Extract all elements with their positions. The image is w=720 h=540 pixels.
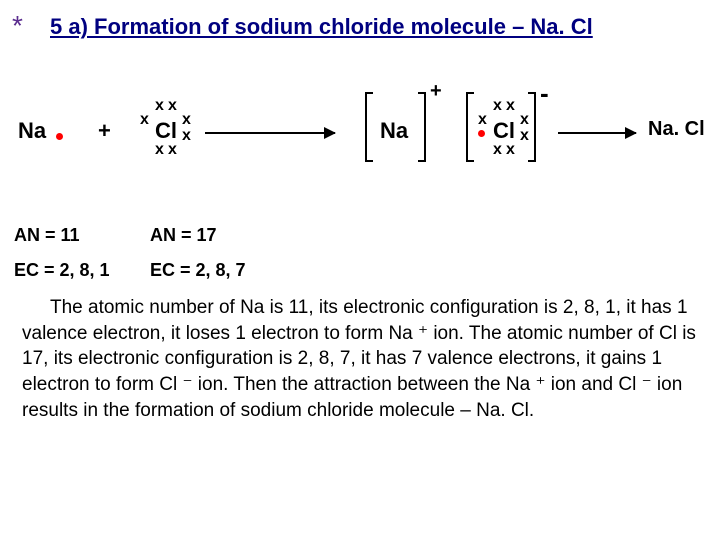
cl-gained-electron-dot [478,130,485,137]
cl-electron-x: x [155,98,164,114]
cl-charge-minus: - [540,78,549,109]
product-label: Na. Cl [648,118,705,141]
na-valence-dot [56,133,63,140]
na-ion-label: Na [380,118,408,144]
explanation-paragraph: The atomic number of Na is 11, its elect… [22,295,702,423]
bracket-left [365,92,373,162]
electron-config-na: EC = 2, 8, 1 [14,260,110,281]
na-charge-plus: + [430,80,442,103]
bracket-right [418,92,426,162]
asterisk: * [12,10,23,42]
plus-sign: + [98,118,111,144]
cl-electron-x: x [168,142,177,158]
cl-electron-x: x [182,112,191,128]
bracket-right [528,92,536,162]
reaction-arrow [558,132,636,134]
cl-electron-x: x [155,142,164,158]
cl-electron-x: x [182,128,191,144]
reaction-arrow [205,132,335,134]
cl-ion-electron-x: x [493,142,502,158]
cl-ion-electron-x: x [478,112,487,128]
cl-ion-electron-x: x [493,98,502,114]
atomic-number-na: AN = 11 [14,225,80,246]
atomic-number-cl: AN = 17 [150,225,217,246]
cl-ion-electron-x: x [506,98,515,114]
cl-electron-x: x [140,112,149,128]
cl-ion-electron-x: x [506,142,515,158]
cl-electron-x: x [168,98,177,114]
bracket-left [466,92,474,162]
na-atom-label: Na [18,118,46,144]
page-title: 5 a) Formation of sodium chloride molecu… [50,14,593,40]
equation-diagram: Na + Cl x x x x x x x Na + Cl x x x x x … [0,70,720,200]
electron-config-cl: EC = 2, 8, 7 [150,260,246,281]
